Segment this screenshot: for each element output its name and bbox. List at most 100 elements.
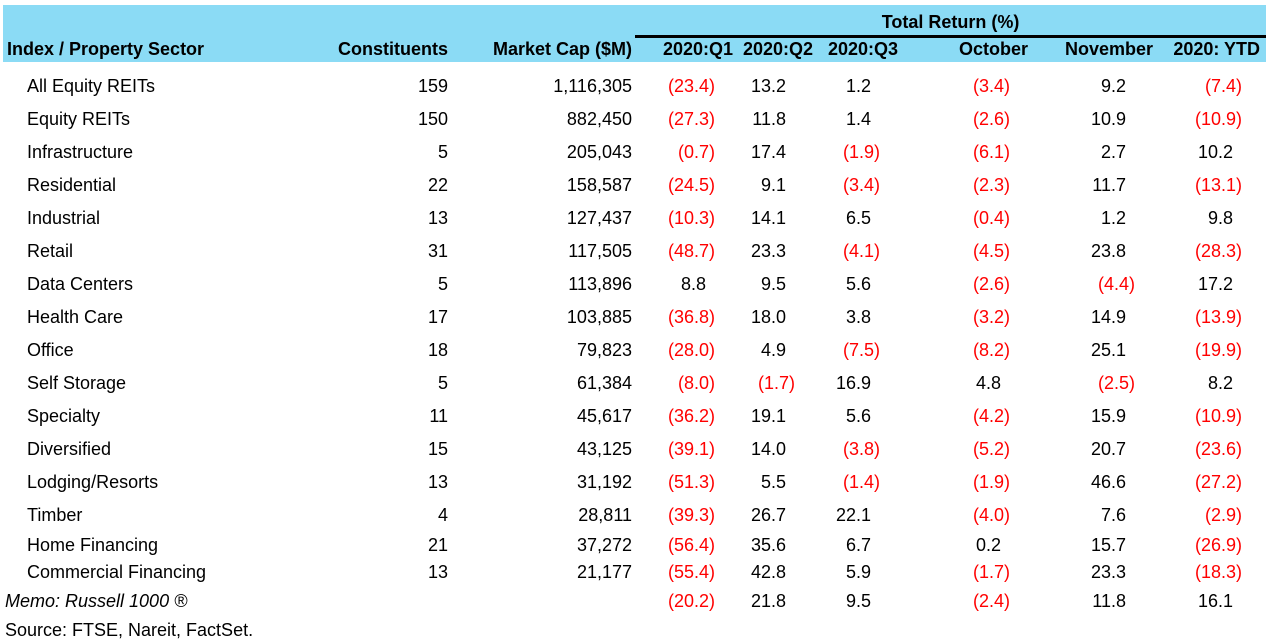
positive-value: 2.7 bbox=[1100, 142, 1126, 162]
table-row: Commercial Financing 13 21,177 (55.4) 42.8 5.… bbox=[3, 559, 1266, 586]
return-cell: (2.9) bbox=[1159, 499, 1266, 532]
return-cell: (10.9) bbox=[1159, 400, 1266, 433]
return-cell: (1.7) bbox=[904, 559, 1034, 586]
negative-value: (0.7) bbox=[677, 142, 715, 162]
return-cell: (2.3) bbox=[904, 169, 1034, 202]
return-cell: (18.3) bbox=[1159, 559, 1266, 586]
return-cell: (5.2) bbox=[904, 433, 1034, 466]
return-cell: 9.8 bbox=[1159, 202, 1266, 235]
constituents-cell: 11 bbox=[429, 406, 448, 426]
return-cell: (23.4) bbox=[635, 70, 739, 103]
return-cell: (3.2) bbox=[904, 301, 1034, 334]
negative-value: (24.5) bbox=[667, 175, 715, 195]
return-cell: 6.7 bbox=[819, 532, 904, 559]
return-cell: (19.9) bbox=[1159, 334, 1266, 367]
negative-value: (28.0) bbox=[667, 340, 715, 360]
negative-value: (4.5) bbox=[972, 241, 1010, 261]
return-cell: (6.1) bbox=[904, 136, 1034, 169]
positive-value: 10.2 bbox=[1197, 142, 1234, 162]
table-row: Specialty 11 45,617 (36.2) 19.1 5.6 (4.2) 15.9 (… bbox=[3, 400, 1266, 433]
sector-cell: Memo: Russell 1000 ® bbox=[5, 591, 188, 611]
negative-value: (55.4) bbox=[667, 562, 715, 582]
return-cell: 13.2 bbox=[739, 70, 819, 103]
positive-value: 9.2 bbox=[1100, 76, 1126, 96]
return-cell: 10.9 bbox=[1034, 103, 1159, 136]
return-cell: (8.2) bbox=[904, 334, 1034, 367]
return-cell: (4.5) bbox=[904, 235, 1034, 268]
positive-value: 11.8 bbox=[1092, 591, 1126, 611]
positive-value: 23.3 bbox=[1090, 562, 1126, 582]
positive-value: 11.7 bbox=[1092, 175, 1126, 195]
constituents-cell: 4 bbox=[437, 505, 448, 525]
negative-value: (19.9) bbox=[1195, 340, 1243, 360]
positive-value: 9.5 bbox=[845, 591, 871, 611]
negative-value: (0.4) bbox=[972, 208, 1010, 228]
return-cell: 2.7 bbox=[1034, 136, 1159, 169]
negative-value: (23.6) bbox=[1195, 439, 1243, 459]
negative-value: (36.2) bbox=[667, 406, 715, 426]
negative-value: (1.7) bbox=[757, 373, 795, 393]
return-cell: 25.1 bbox=[1034, 334, 1159, 367]
positive-value: 10.9 bbox=[1090, 109, 1126, 129]
return-cell: 19.1 bbox=[739, 400, 819, 433]
sector-cell: All Equity REITs bbox=[27, 76, 156, 96]
constituents-cell: 18 bbox=[427, 340, 448, 360]
return-cell: (28.3) bbox=[1159, 235, 1266, 268]
market-cap-cell: 37,272 bbox=[576, 535, 632, 555]
constituents-cell: 5 bbox=[437, 373, 448, 393]
return-cell: (7.4) bbox=[1159, 70, 1266, 103]
return-cell: 26.7 bbox=[739, 499, 819, 532]
positive-value: 23.8 bbox=[1090, 241, 1126, 261]
negative-value: (2.6) bbox=[972, 274, 1010, 294]
positive-value: 5.6 bbox=[845, 406, 871, 426]
column-header-october: October bbox=[904, 36, 1034, 62]
positive-value: 14.1 bbox=[750, 208, 786, 228]
negative-value: (23.4) bbox=[667, 76, 715, 96]
positive-value: 8.2 bbox=[1208, 373, 1234, 393]
negative-value: (56.4) bbox=[667, 535, 715, 555]
negative-value: (1.7) bbox=[972, 562, 1010, 582]
constituents-cell bbox=[321, 586, 451, 617]
positive-value: 15.7 bbox=[1090, 535, 1126, 555]
constituents-cell: 22 bbox=[427, 175, 448, 195]
return-cell: (24.5) bbox=[635, 169, 739, 202]
return-cell: 23.3 bbox=[739, 235, 819, 268]
return-cell: 9.1 bbox=[739, 169, 819, 202]
positive-value: 9.5 bbox=[760, 274, 786, 294]
return-cell: (4.4) bbox=[1034, 268, 1159, 301]
return-cell: 1.4 bbox=[819, 103, 904, 136]
return-cell: (4.0) bbox=[904, 499, 1034, 532]
market-cap-cell: 1,116,305 bbox=[553, 76, 632, 96]
table-row: Equity REITs 150 882,450 (27.3) 11.8 1.4 (2.6)… bbox=[3, 103, 1266, 136]
return-cell: 20.7 bbox=[1034, 433, 1159, 466]
positive-value: 22.1 bbox=[835, 505, 871, 525]
negative-value: (18.3) bbox=[1195, 562, 1243, 582]
positive-value: 7.6 bbox=[1100, 505, 1126, 525]
return-cell: (55.4) bbox=[635, 559, 739, 586]
positive-value: 16.9 bbox=[835, 373, 871, 393]
return-cell: 17.2 bbox=[1159, 268, 1266, 301]
positive-value: 26.7 bbox=[750, 505, 786, 525]
column-header-2020-q1: 2020:Q1 bbox=[635, 36, 739, 62]
negative-value: (3.4) bbox=[972, 76, 1010, 96]
return-cell: 9.5 bbox=[819, 586, 904, 617]
market-cap-cell bbox=[451, 586, 635, 617]
table-row: Office 18 79,823 (28.0) 4.9 (7.5) (8.2) 25.1 (19… bbox=[3, 334, 1266, 367]
return-cell: 11.7 bbox=[1034, 169, 1159, 202]
negative-value: (3.8) bbox=[842, 439, 880, 459]
return-cell: 9.2 bbox=[1034, 70, 1159, 103]
return-cell: 4.8 bbox=[904, 367, 1034, 400]
table-row: Diversified 15 43,125 (39.1) 14.0 (3.8) (5.2) 2… bbox=[3, 433, 1266, 466]
constituents-cell: 13 bbox=[427, 208, 448, 228]
return-cell: (10.9) bbox=[1159, 103, 1266, 136]
return-cell: 35.6 bbox=[739, 532, 819, 559]
return-cell: (48.7) bbox=[635, 235, 739, 268]
negative-value: (51.3) bbox=[667, 472, 715, 492]
return-cell: (13.9) bbox=[1159, 301, 1266, 334]
return-cell: 5.6 bbox=[819, 400, 904, 433]
return-cell: (3.4) bbox=[904, 70, 1034, 103]
market-cap-cell: 61,384 bbox=[576, 373, 632, 393]
negative-value: (39.3) bbox=[667, 505, 715, 525]
return-cell: (23.6) bbox=[1159, 433, 1266, 466]
return-cell: (1.9) bbox=[904, 466, 1034, 499]
